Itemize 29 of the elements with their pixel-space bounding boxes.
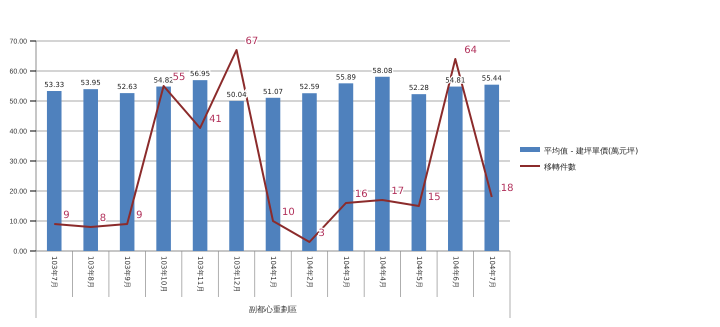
bar	[448, 86, 463, 251]
bar	[156, 86, 171, 251]
bar	[484, 84, 500, 251]
bar	[338, 83, 354, 251]
data-label: 67	[246, 36, 258, 47]
legend-label: 平均值 - 建坪單價(萬元坪)	[544, 146, 638, 156]
data-label: 16	[354, 189, 368, 200]
bar	[266, 98, 280, 251]
data-label: 41	[209, 114, 222, 125]
data-label: 64	[464, 45, 478, 56]
data-label: 17	[391, 186, 404, 197]
data-label: 3	[318, 228, 325, 239]
x-axis-title: 副都心重劃區	[249, 305, 297, 314]
bar	[229, 100, 244, 251]
bar	[375, 76, 390, 251]
data-label: 9	[136, 210, 143, 221]
data-label: 10	[282, 207, 295, 218]
bar	[120, 93, 134, 251]
data-label: 9	[63, 210, 70, 221]
bar	[302, 93, 317, 251]
data-label: 15	[428, 192, 441, 203]
data-label: 55	[172, 72, 186, 83]
data-label: 8	[100, 213, 106, 224]
legend-label: 移轉件數	[544, 162, 576, 172]
data-label: 18	[500, 183, 514, 194]
bar	[192, 80, 208, 251]
bar	[46, 91, 62, 251]
bar	[83, 89, 98, 251]
bar	[412, 94, 426, 251]
